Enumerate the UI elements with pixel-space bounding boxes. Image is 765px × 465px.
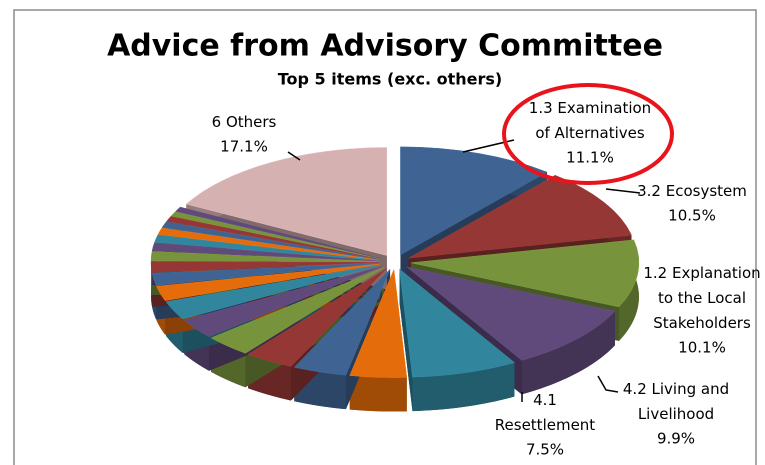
slice (161, 221, 380, 260)
data-label-category: 3.2 Ecosystem (637, 182, 747, 200)
slice (175, 206, 381, 259)
data-label-value: 11.1% (566, 149, 614, 167)
data-label-value: 7.5% (526, 441, 564, 459)
slice (400, 146, 548, 256)
slice (349, 268, 408, 378)
slice (150, 261, 380, 273)
slice-edge (412, 362, 515, 412)
leader-line (597, 375, 619, 393)
slice (154, 234, 380, 261)
data-label-value: 9.9% (657, 430, 695, 448)
chart-frame (13, 9, 757, 465)
slice (247, 268, 387, 367)
slice-edge (521, 311, 615, 395)
slice (410, 239, 640, 308)
slice (399, 268, 515, 378)
data-label-category: 6 Others (212, 113, 277, 131)
leader-line (287, 151, 301, 161)
slice (165, 264, 381, 320)
slice (185, 147, 388, 256)
slice (210, 267, 385, 354)
slice (157, 227, 380, 261)
chart-title: Advice from Advisory Committee (107, 29, 663, 64)
highlight-ellipse (502, 83, 674, 185)
data-label-value: 10.1% (678, 339, 726, 357)
slice (183, 266, 383, 338)
labels: 1.3 Examination of Alternatives 11.1% 3.2 E… (212, 99, 761, 459)
data-label-category: 4.1 Resettlement (495, 391, 596, 434)
slice (408, 175, 632, 259)
leader-line (605, 188, 641, 194)
slice (293, 269, 391, 376)
slice (150, 251, 380, 262)
slice-edge (349, 375, 407, 412)
slice-side (399, 269, 413, 412)
data-label-category: 1.2 Explanation to the Local Stakeholders (643, 264, 760, 332)
data-label-category: 4.2 Living and Livelihood (623, 380, 729, 423)
slice (166, 216, 381, 260)
slice (151, 262, 380, 286)
slice (170, 211, 381, 260)
data-label-category: 1.3 Examination of Alternatives (529, 99, 651, 142)
slice (156, 263, 380, 301)
chart-subtitle: Top 5 items (exc. others) (278, 70, 502, 89)
slice (151, 242, 380, 262)
slice (406, 266, 616, 361)
data-label-value: 10.5% (668, 207, 716, 225)
data-label-value: 17.1% (220, 138, 268, 156)
pie (150, 146, 640, 412)
